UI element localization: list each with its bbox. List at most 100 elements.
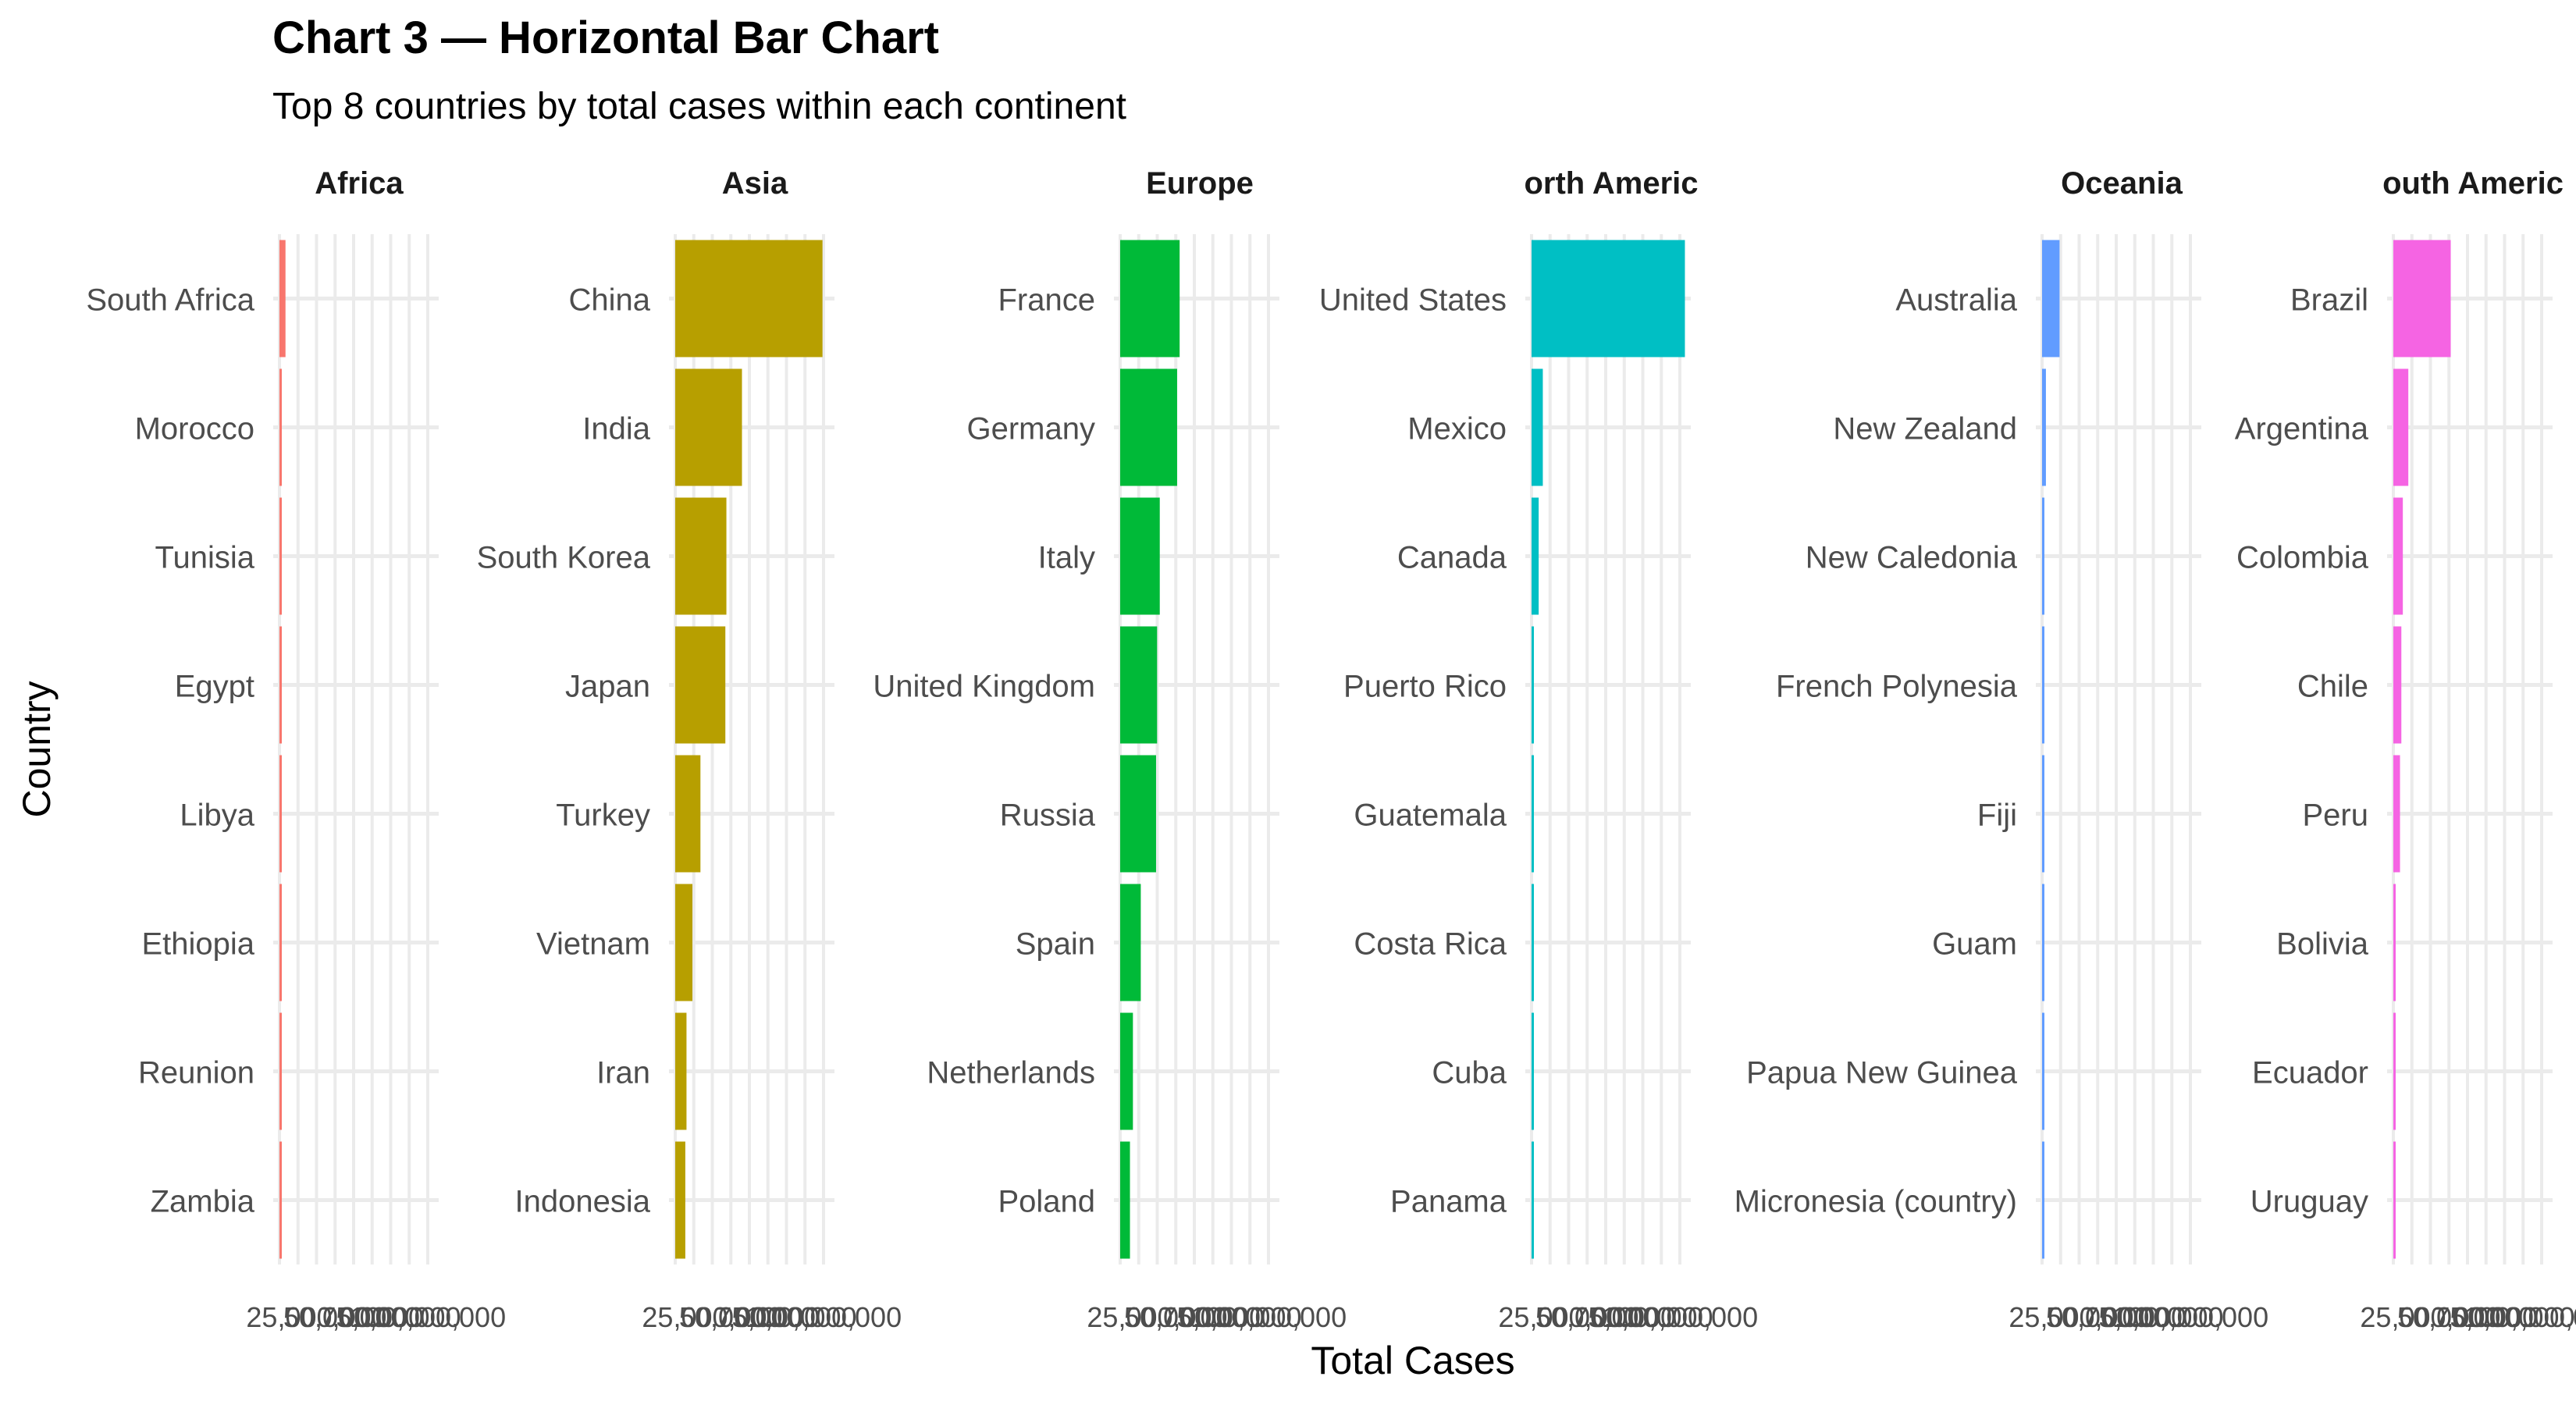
- category-label: Guam: [1932, 927, 2017, 962]
- category-label: United States: [1319, 283, 1507, 318]
- bar-france: [1120, 240, 1180, 357]
- bar-zambia: [279, 1141, 282, 1259]
- bar-netherlands: [1120, 1012, 1133, 1130]
- chart-subtitle: Top 8 countries by total cases within ea…: [272, 86, 1126, 127]
- facet-strip-label: Asia: [722, 166, 788, 201]
- category-label: Iran: [596, 1056, 650, 1090]
- bar-uruguay: [2393, 1141, 2396, 1259]
- category-label: Brazil: [2290, 283, 2368, 318]
- category-label: Egypt: [175, 670, 254, 704]
- facet-south-america: outh Americ Brazil Argentina Colombia Chile P…: [2235, 166, 2576, 1333]
- category-label: Micronesia (country): [1735, 1185, 2017, 1219]
- category-label: Chile: [2297, 670, 2368, 704]
- x-tick-label: 100,000,000: [745, 1301, 902, 1333]
- category-label: New Caledonia: [1806, 541, 2018, 575]
- category-label: South Africa: [86, 283, 254, 318]
- bar-ecuador: [2393, 1012, 2396, 1130]
- bar-south-korea: [675, 497, 727, 615]
- category-label: New Zealand: [1833, 412, 2017, 446]
- x-tick-label: 100,000,000: [350, 1301, 506, 1333]
- facet-strip-label: orth Americ: [1524, 166, 1698, 201]
- bar-russia: [1120, 755, 1156, 873]
- category-label: Canada: [1397, 541, 1507, 575]
- category-label: Japan: [565, 670, 650, 704]
- x-tick-label: 75,000,000: [1161, 1301, 1301, 1333]
- bar-tunisia: [279, 497, 282, 615]
- bar-indonesia: [675, 1141, 685, 1259]
- category-label: Uruguay: [2250, 1185, 2368, 1219]
- category-label: China: [568, 283, 650, 318]
- category-label: Italy: [1038, 541, 1095, 575]
- bar-reunion: [279, 1012, 282, 1130]
- category-label: Ecuador: [2252, 1056, 2368, 1090]
- bar-papua-new-guinea: [2042, 1012, 2044, 1130]
- category-label: Turkey: [556, 799, 650, 833]
- category-label: Panama: [1390, 1185, 1507, 1219]
- x-tick-label: 75,000,000: [2083, 1301, 2223, 1333]
- x-tick-label: 75,000,000: [716, 1301, 856, 1333]
- bar-united-kingdom: [1120, 626, 1158, 744]
- bar-argentina: [2393, 368, 2409, 486]
- bar-japan: [675, 626, 726, 744]
- x-tick-label: 25,000,000: [2360, 1301, 2500, 1333]
- bar-chile: [2393, 626, 2402, 744]
- category-label: Russia: [1000, 799, 1096, 833]
- facet-strip-label: Africa: [315, 166, 404, 201]
- bar-new-caledonia: [2042, 497, 2044, 615]
- facet-strip-label: Oceania: [2061, 166, 2183, 201]
- bar-south-africa: [279, 240, 286, 357]
- category-label: Ethiopia: [141, 927, 254, 962]
- category-label: Puerto Rico: [1343, 670, 1507, 704]
- bar-egypt: [279, 626, 282, 744]
- x-tick-label: 100,000,000: [1602, 1301, 1758, 1333]
- x-tick-label: 50,000,000: [2046, 1301, 2186, 1333]
- category-label: Colombia: [2236, 541, 2369, 575]
- bar-canada: [1532, 497, 1539, 615]
- x-tick-label: 75,000,000: [1572, 1301, 1713, 1333]
- category-label: Peru: [2303, 799, 2369, 833]
- bar-brazil: [2393, 240, 2451, 357]
- bar-india: [675, 368, 742, 486]
- category-label: France: [998, 283, 1096, 318]
- category-label: Germany: [967, 412, 1096, 446]
- x-tick-label: 25,000,000: [1087, 1301, 1227, 1333]
- bar-china: [675, 240, 823, 357]
- bar-vietnam: [675, 884, 693, 1001]
- bar-colombia: [2393, 497, 2403, 615]
- x-tick-label: 25,000,000: [246, 1301, 386, 1333]
- category-label: Poland: [998, 1185, 1095, 1219]
- x-tick-label: 50,000,000: [1535, 1301, 1676, 1333]
- category-label: Australia: [1895, 283, 2017, 318]
- x-tick-label: 50,000,000: [679, 1301, 820, 1333]
- bar-mexico: [1532, 368, 1543, 486]
- bar-australia: [2042, 240, 2060, 357]
- category-label: Papua New Guinea: [1746, 1056, 2018, 1090]
- bar-spain: [1120, 884, 1141, 1001]
- bar-ethiopia: [279, 884, 282, 1001]
- category-label: Tunisia: [155, 541, 255, 575]
- bar-fiji: [2042, 755, 2044, 873]
- bar-puerto-rico: [1532, 626, 1534, 744]
- category-label: French Polynesia: [1776, 670, 2018, 704]
- bar-panama: [1532, 1141, 1534, 1259]
- category-label: Spain: [1016, 927, 1095, 962]
- x-tick-label: 75,000,000: [2434, 1301, 2574, 1333]
- x-tick-label: 50,000,000: [2397, 1301, 2538, 1333]
- x-tick-label: 50,000,000: [283, 1301, 424, 1333]
- facet-strip-label: Europe: [1146, 166, 1254, 201]
- facet-europe: Europe France Germany Italy United Kingdom Ru…: [873, 166, 1347, 1333]
- bar-italy: [1120, 497, 1160, 615]
- bar-new-zealand: [2042, 368, 2046, 486]
- category-label: South Korea: [477, 541, 651, 575]
- bar-guatemala: [1532, 755, 1534, 873]
- category-label: United Kingdom: [873, 670, 1095, 704]
- x-tick-label: 25,000,000: [642, 1301, 782, 1333]
- category-label: Indonesia: [515, 1185, 651, 1219]
- category-label: Guatemala: [1354, 799, 1507, 833]
- bar-guam: [2042, 884, 2044, 1001]
- bar-iran: [675, 1012, 687, 1130]
- bar-french-polynesia: [2042, 626, 2044, 744]
- facet-panels: Africa South Africa Morocco Tunisia Egypt Lib…: [86, 166, 2576, 1333]
- bar-united-states: [1532, 240, 1685, 357]
